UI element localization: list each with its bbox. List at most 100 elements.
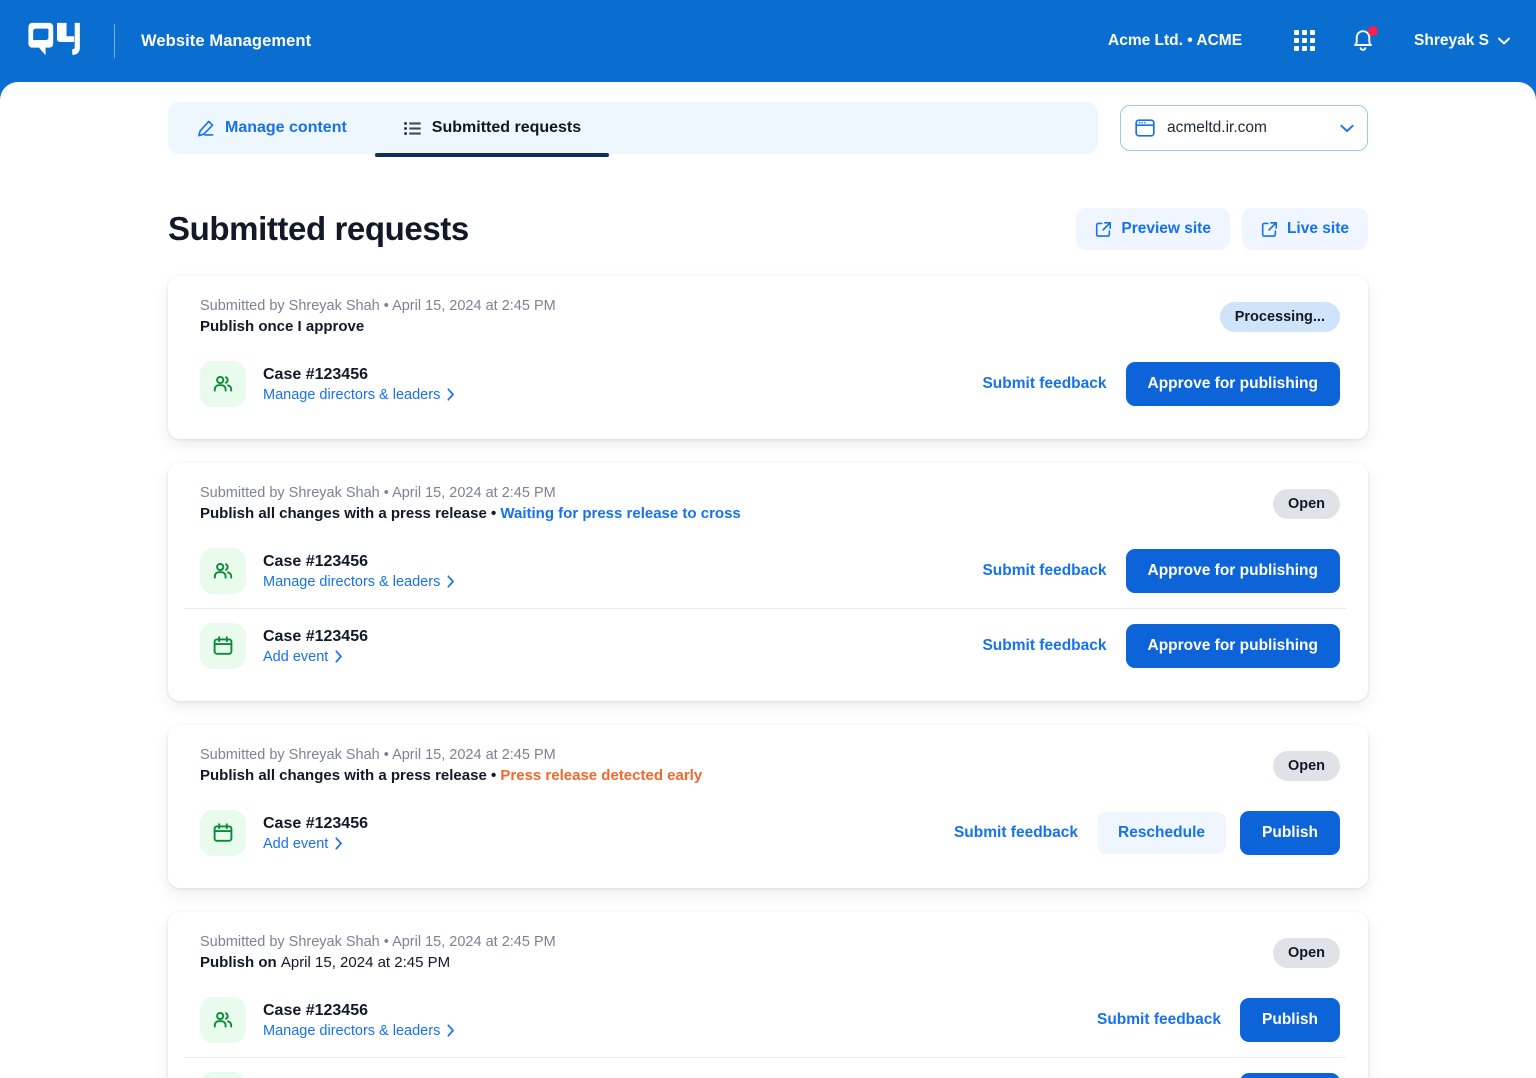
calendar-icon xyxy=(200,1072,246,1078)
case-row: Case #123456 Add event Submit feedback R… xyxy=(184,796,1346,870)
submit-feedback-button[interactable]: Submit feedback xyxy=(977,562,1111,580)
list-icon xyxy=(404,121,421,135)
case-text: Case #123456 Manage directors & leaders xyxy=(263,553,455,590)
tab-submitted-requests[interactable]: Submitted requests xyxy=(374,102,610,157)
grid-apps-icon[interactable] xyxy=(1294,30,1316,52)
request-headline-text: Publish once I approve xyxy=(200,318,365,335)
request-card-header: Submitted by Shreyak Shah • April 15, 20… xyxy=(184,747,1346,784)
page-header: Submitted requests Preview site Live sit… xyxy=(0,154,1536,250)
case-title: Case #123456 xyxy=(263,552,368,570)
request-headline: Publish all changes with a press release… xyxy=(200,767,1340,784)
submit-feedback-button[interactable]: Submit feedback xyxy=(949,824,1083,842)
tab-submitted-requests-label: Submitted requests xyxy=(431,119,582,136)
case-row: Case #123456 Manage directors & leaders … xyxy=(184,534,1346,608)
app-title: Website Management xyxy=(141,31,312,50)
site-selector[interactable]: acmeltd.ir.com xyxy=(1120,105,1368,151)
tab-manage-content[interactable]: Manage content xyxy=(168,102,375,154)
request-headline: Publish once I approve xyxy=(200,318,1340,335)
reschedule-button[interactable]: Reschedule xyxy=(1097,812,1227,854)
submitted-meta: Submitted by Shreyak Shah • April 15, 20… xyxy=(200,485,556,501)
case-text: Case #123456 Add event xyxy=(263,815,368,852)
status-badge: Processing... xyxy=(1219,302,1340,332)
people-icon xyxy=(200,997,246,1043)
preview-site-label: Preview site xyxy=(1121,220,1211,237)
brand-area: Website Management xyxy=(28,21,311,61)
chevron-down-icon xyxy=(1340,124,1354,132)
publish-button[interactable]: Publish xyxy=(1240,998,1340,1042)
case-rows: Case #123456 Manage directors & leaders … xyxy=(184,347,1346,421)
case-rows: Case #123456 Manage directors & leaders … xyxy=(184,534,1346,683)
case-row: Case #123456 Add event Submit feedback P… xyxy=(184,1057,1346,1078)
case-link[interactable]: Manage directors & leaders xyxy=(263,387,455,403)
case-text: Case #123456 Add event xyxy=(263,628,368,665)
requests-list: Submitted by Shreyak Shah • April 15, 20… xyxy=(0,250,1536,1078)
case-link[interactable]: Manage directors & leaders xyxy=(263,574,455,590)
live-site-label: Live site xyxy=(1286,220,1349,237)
top-navigation-bar: Website Management Acme Ltd. • ACME Shre… xyxy=(0,0,1536,82)
case-actions: Submit feedback Reschedule Publish xyxy=(949,811,1340,855)
request-card: Submitted by Shreyak Shah • April 15, 20… xyxy=(168,463,1368,701)
case-title: Case #123456 xyxy=(263,365,368,383)
chevron-right-icon xyxy=(335,650,343,663)
case-actions: Submit feedback Approve for publishing xyxy=(977,624,1340,668)
case-title: Case #123456 xyxy=(263,1001,368,1019)
request-card-header: Submitted by Shreyak Shah • April 15, 20… xyxy=(184,934,1346,971)
live-site-button[interactable]: Live site xyxy=(1241,208,1368,250)
notification-badge-dot xyxy=(1368,26,1379,36)
topbar-right-cluster: Acme Ltd. • ACME Shreyak S xyxy=(1108,26,1510,55)
people-icon xyxy=(200,548,246,594)
case-text: Case #123456 Add event xyxy=(263,1077,368,1078)
case-link[interactable]: Manage directors & leaders xyxy=(263,1023,455,1039)
tab-manage-content-label: Manage content xyxy=(225,119,347,136)
request-card-header: Submitted by Shreyak Shah • April 15, 20… xyxy=(184,485,1346,522)
request-headline-note: Press release detected early xyxy=(500,767,703,784)
case-link-label: Manage directors & leaders xyxy=(263,386,441,403)
submit-feedback-button[interactable]: Submit feedback xyxy=(1092,1011,1226,1029)
approve-for-publishing-button[interactable]: Approve for publishing xyxy=(1125,549,1340,593)
site-selector-value: acmeltd.ir.com xyxy=(1167,119,1267,136)
approve-for-publishing-button[interactable]: Approve for publishing xyxy=(1125,362,1340,406)
request-headline: Publish on April 15, 2024 at 2:45 PM xyxy=(200,954,1340,971)
tab-bar: Manage content Submitted requests xyxy=(168,102,1098,157)
publish-button[interactable]: Publish xyxy=(1240,811,1340,855)
calendar-icon xyxy=(200,623,246,669)
browser-window-icon xyxy=(1135,119,1155,137)
submit-feedback-button[interactable]: Submit feedback xyxy=(977,375,1111,393)
page-surface: Manage content Submitted requests xyxy=(0,82,1536,1078)
case-title: Case #123456 xyxy=(263,814,368,832)
submitted-meta: Submitted by Shreyak Shah • April 15, 20… xyxy=(200,934,556,950)
status-badge: Open xyxy=(1272,938,1340,968)
case-row: Case #123456 Add event Submit feedback A… xyxy=(184,608,1346,683)
q4-logo[interactable] xyxy=(28,21,86,61)
case-row: Case #123456 Manage directors & leaders … xyxy=(184,347,1346,421)
chevron-right-icon xyxy=(335,837,343,850)
status-badge: Open xyxy=(1272,489,1340,519)
submit-feedback-button[interactable]: Submit feedback xyxy=(977,637,1111,655)
preview-site-button[interactable]: Preview site xyxy=(1076,208,1230,250)
case-row: Case #123456 Manage directors & leaders … xyxy=(184,983,1346,1057)
case-link-label: Manage directors & leaders xyxy=(263,573,441,590)
headline-separator: • xyxy=(486,767,501,784)
request-headline-text: Publish all changes with a press release xyxy=(200,505,487,522)
case-link[interactable]: Add event xyxy=(263,836,368,852)
chevron-down-icon xyxy=(1498,37,1510,45)
case-link-label: Manage directors & leaders xyxy=(263,1022,441,1039)
request-card: Submitted by Shreyak Shah • April 15, 20… xyxy=(168,912,1368,1078)
user-menu-label: Shreyak S xyxy=(1414,32,1489,49)
case-rows: Case #123456 Add event Submit feedback R… xyxy=(184,796,1346,870)
case-text: Case #123456 Manage directors & leaders xyxy=(263,366,455,403)
request-headline-note[interactable]: Waiting for press release to cross xyxy=(500,505,741,522)
case-link[interactable]: Add event xyxy=(263,649,368,665)
publish-button[interactable]: Publish xyxy=(1240,1073,1340,1078)
request-headline-text: Publish all changes with a press release xyxy=(200,767,487,784)
external-link-icon xyxy=(1096,221,1112,237)
submitted-meta: Submitted by Shreyak Shah • April 15, 20… xyxy=(200,747,556,763)
user-menu[interactable]: Shreyak S xyxy=(1414,32,1510,50)
pencil-edit-icon xyxy=(198,120,214,136)
request-headline-text: Publish on xyxy=(200,954,277,971)
approve-for-publishing-button[interactable]: Approve for publishing xyxy=(1125,624,1340,668)
status-badge: Open xyxy=(1272,751,1340,781)
chevron-right-icon xyxy=(447,575,455,588)
tabs-row: Manage content Submitted requests xyxy=(0,82,1536,157)
notifications-button[interactable] xyxy=(1350,26,1379,55)
